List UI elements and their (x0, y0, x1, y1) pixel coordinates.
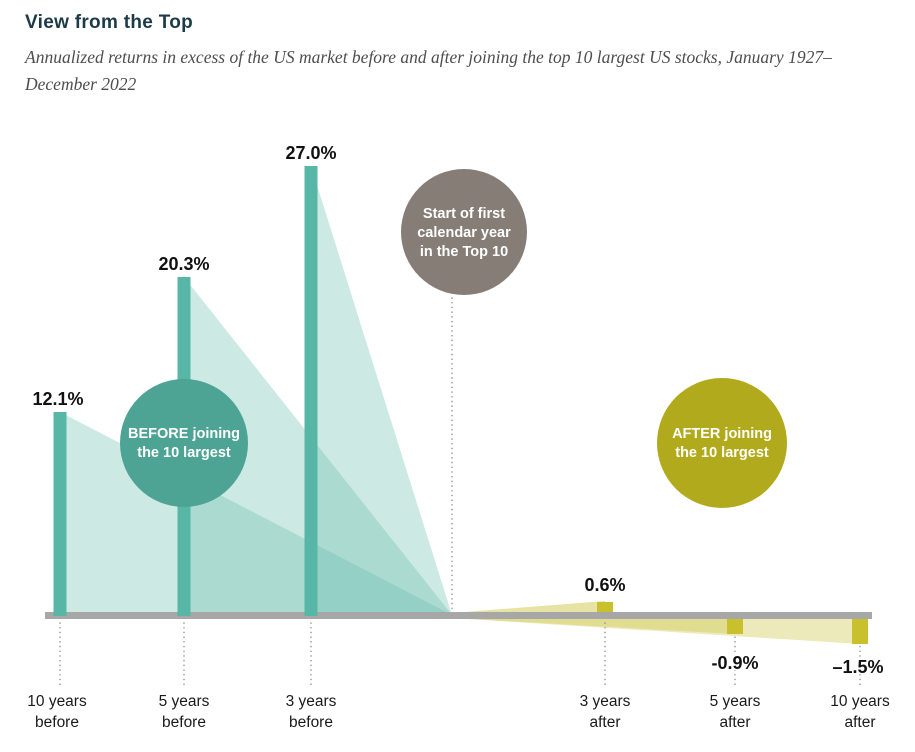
before-fan-3y (311, 166, 452, 615)
after-fan-3y (452, 601, 605, 613)
zero-baseline (45, 612, 872, 619)
start-circle-line1: Start of first (423, 206, 505, 222)
axis-label-10y-after-bottom: after (844, 714, 875, 731)
value-label-10y-before: 12.1% (32, 389, 83, 409)
bar-3y-before (304, 166, 318, 616)
after-circle (657, 378, 787, 508)
excess-returns-chart: Start of first calendar year in the Top … (27, 142, 890, 732)
axis-label-3y-before-bottom: before (289, 714, 333, 731)
after-circle-line1: AFTER joining (672, 426, 772, 442)
after-circle-annotation: AFTER joining the 10 largest (657, 378, 787, 508)
start-circle (401, 169, 527, 295)
before-fan-5y (184, 277, 452, 615)
axis-label-3y-after-top: 3 years (580, 693, 631, 710)
start-circle-annotation: Start of first calendar year in the Top … (401, 169, 527, 295)
start-circle-line2: calendar year (417, 225, 511, 241)
after-fan-5y (452, 618, 735, 634)
chart-header: View from the Top Annualized returns in … (25, 12, 895, 98)
before-circle-annotation: BEFORE joining the 10 largest (120, 379, 248, 507)
axis-label-5y-after-bottom: after (719, 714, 750, 731)
before-circle-line2: the 10 largest (137, 445, 231, 461)
chart-subtitle: Annualized returns in excess of the US m… (25, 47, 832, 95)
page-title: View from the Top (25, 12, 194, 33)
axis-label-5y-before-bottom: before (162, 714, 206, 731)
axis-label-5y-after-top: 5 years (710, 693, 761, 710)
before-circle (120, 379, 248, 507)
value-label-3y-before: 27.0% (285, 143, 336, 163)
bar-5y-after (727, 619, 743, 634)
axis-label-3y-after-bottom: after (589, 714, 620, 731)
value-label-5y-after: -0.9% (711, 653, 758, 673)
bar-10y-before (53, 412, 67, 616)
start-circle-line3: in the Top 10 (420, 244, 508, 260)
value-label-10y-after: –1.5% (832, 657, 883, 677)
bar-3y-after (597, 602, 613, 612)
value-label-3y-after: 0.6% (584, 575, 625, 595)
after-fan-10y (452, 618, 860, 644)
axis-label-10y-before-top: 10 years (27, 693, 87, 710)
value-label-5y-before: 20.3% (158, 254, 209, 274)
axis-label-10y-after-top: 10 years (830, 693, 890, 710)
axis-label-10y-before-bottom: before (35, 714, 79, 731)
before-circle-line1: BEFORE joining (128, 426, 240, 442)
axis-label-3y-before-top: 3 years (286, 693, 337, 710)
axis-label-5y-before-top: 5 years (159, 693, 210, 710)
after-circle-line2: the 10 largest (675, 445, 769, 461)
bar-10y-after (852, 619, 868, 644)
